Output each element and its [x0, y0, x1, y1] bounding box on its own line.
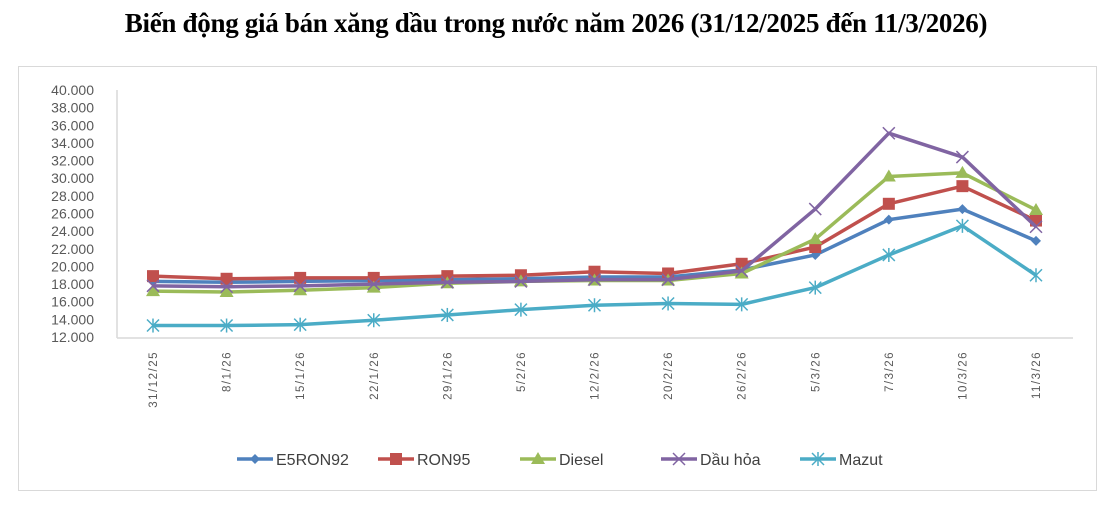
x-tick-label: 31/12/25: [148, 351, 160, 408]
y-tick-label: 36.000: [51, 117, 94, 133]
legend-label: Dầu hỏa: [700, 452, 761, 469]
legend: E5RON92 RON95 Diesel Dầu hỏa Mazut: [237, 452, 883, 469]
y-tick-label: 12.000: [51, 329, 94, 345]
legend-item: Diesel: [520, 452, 603, 469]
legend-item: Dầu hỏa: [661, 452, 761, 469]
x-tick-label: 7/3/26: [884, 351, 896, 392]
x-tick-label: 12/2/26: [590, 351, 602, 400]
y-tick-label: 38.000: [51, 100, 94, 116]
y-tick-label: 28.000: [51, 188, 94, 204]
y-tick-label: 32.000: [51, 153, 94, 169]
legend-label: Mazut: [839, 452, 883, 469]
chart-frame: [18, 66, 1097, 491]
y-tick-label: 14.000: [51, 311, 94, 327]
y-tick-label: 26.000: [51, 206, 94, 222]
y-tick-label: 22.000: [51, 241, 94, 257]
x-tick-label: 15/1/26: [295, 351, 307, 400]
x-tick-label: 26/2/26: [737, 351, 749, 400]
series-dầu-hỏa: [146, 126, 1043, 294]
x-tick-label: 22/1/26: [369, 351, 381, 400]
y-tick-label: 24.000: [51, 223, 94, 239]
y-tick-label: 20.000: [51, 258, 94, 274]
y-tick-label: 16.000: [51, 294, 94, 310]
legend-item: RON95: [378, 452, 470, 469]
legend-label: E5RON92: [276, 452, 349, 469]
x-tick-label: 5/3/26: [810, 351, 822, 392]
x-tick-label: 29/1/26: [442, 351, 454, 400]
legend-item: E5RON92: [237, 452, 349, 469]
x-tick-label: 11/3/26: [1031, 351, 1043, 399]
y-tick-label: 34.000: [51, 135, 94, 151]
chart-title: Biến động giá bán xăng dầu trong nước nă…: [124, 8, 988, 38]
legend-label: Diesel: [559, 452, 603, 469]
y-tick-label: 40.000: [51, 82, 94, 98]
x-tick-label: 8/1/26: [222, 351, 234, 392]
x-tick-label: 5/2/26: [516, 351, 528, 392]
legend-item: Mazut: [800, 452, 883, 469]
series-ron95: [147, 180, 1042, 285]
x-axis: 31/12/25 8/1/26 15/1/26 22/1/26 29/1/26 5/2/2…: [117, 337, 1073, 408]
x-tick-label: 20/2/26: [663, 351, 675, 400]
y-tick-label: 30.000: [51, 170, 94, 186]
series-mazut: [146, 218, 1043, 333]
series-lines: [146, 126, 1043, 333]
y-tick-label: 18.000: [51, 276, 94, 292]
x-tick-label: 10/3/26: [957, 351, 969, 400]
legend-label: RON95: [417, 452, 470, 469]
